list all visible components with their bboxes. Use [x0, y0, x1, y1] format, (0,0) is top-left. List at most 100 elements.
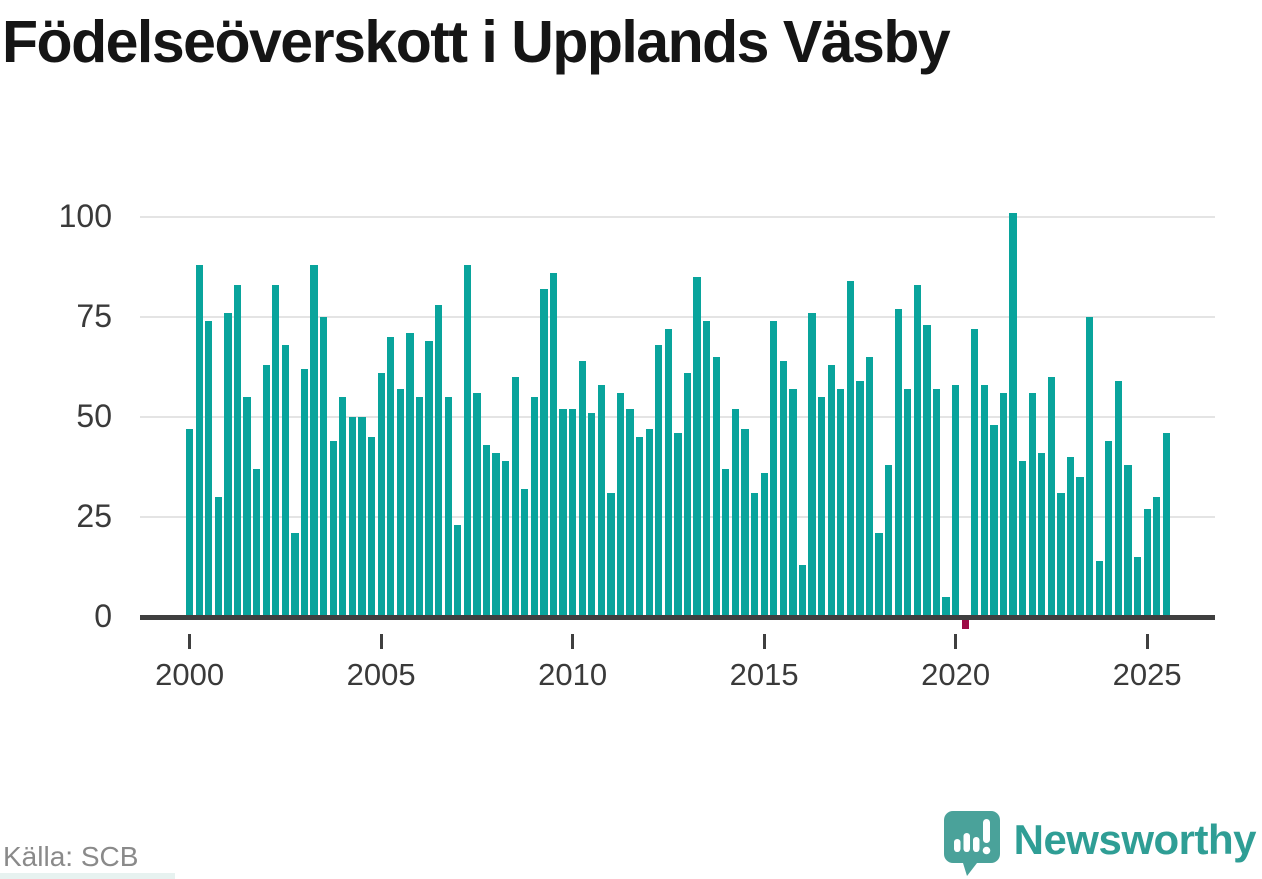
bar-2003-q4 — [329, 441, 337, 617]
bar-2019-q3 — [932, 389, 941, 617]
bar-2017-q4 — [865, 357, 874, 617]
bar-2004-q1 — [339, 397, 347, 617]
bar-2011-q2 — [616, 393, 625, 617]
x-axis-line — [140, 615, 1215, 620]
bar-2025-q2 — [1153, 497, 1161, 617]
bar-2010-q1 — [569, 409, 577, 617]
bar-2020-q2 — [961, 617, 969, 629]
bar-2009-q3 — [549, 273, 558, 617]
bar-2008-q2 — [501, 461, 510, 617]
source-label: Källa: SCB — [3, 841, 139, 872]
bar-2009-q1 — [530, 397, 538, 617]
bar-2005-q3 — [396, 389, 404, 617]
bar-2013-q4 — [712, 357, 720, 617]
bar-2001-q3 — [243, 397, 251, 617]
bar-2025-q3 — [1162, 433, 1170, 617]
bar-2005-q2 — [387, 337, 395, 617]
brand-accent-strip — [0, 873, 175, 879]
bar-2004-q2 — [348, 417, 357, 617]
bar-2001-q2 — [233, 285, 242, 617]
bar-2001-q1 — [224, 313, 232, 617]
bar-2023-q3 — [1086, 317, 1094, 617]
x-tick-2010 — [571, 634, 575, 649]
y-tick-label-100: 100 — [58, 198, 112, 234]
bar-2023-q1 — [1066, 457, 1075, 617]
speech-bubble-bar-chart-icon — [943, 811, 1000, 876]
bar-2016-q2 — [808, 313, 816, 617]
bar-2009-q4 — [559, 409, 567, 617]
bar-2019-q1 — [913, 285, 921, 617]
bar-2010-q3 — [588, 413, 596, 617]
bar-2022-q3 — [1047, 377, 1056, 617]
bar-2009-q2 — [540, 289, 548, 617]
x-tick-label-2005: 2005 — [346, 657, 416, 692]
bar-2017-q3 — [856, 381, 864, 617]
bar-2024-q2 — [1114, 381, 1123, 617]
bar-2002-q1 — [262, 365, 270, 617]
bar-2007-q2 — [463, 265, 471, 617]
bar-2006-q2 — [425, 341, 433, 617]
newsworthy-branding: Newsworthy — [943, 810, 1257, 877]
y-tick-label-25: 25 — [76, 498, 112, 534]
bar-2022-q4 — [1057, 493, 1065, 617]
bar-2025-q1 — [1143, 509, 1151, 617]
bar-2016-q3 — [817, 397, 826, 617]
bar-2000-q2 — [195, 265, 203, 617]
bar-2003-q3 — [320, 317, 328, 617]
bar-2021-q1 — [990, 425, 998, 617]
bar-2022-q2 — [1038, 453, 1046, 617]
bar-2004-q3 — [358, 417, 366, 617]
bar-2014-q2 — [731, 409, 740, 617]
bar-2014-q1 — [722, 469, 730, 617]
bar-2002-q4 — [291, 533, 299, 617]
brand-wordmark: Newsworthy — [1013, 816, 1257, 863]
bar-2018-q4 — [904, 389, 912, 617]
bar-2003-q1 — [300, 369, 309, 617]
bar-2024-q3 — [1124, 465, 1132, 617]
bar-2016-q1 — [798, 565, 807, 617]
bar-2004-q4 — [367, 437, 376, 617]
x-tick-2020 — [954, 634, 958, 649]
bar-2008-q1 — [492, 453, 500, 617]
y-tick-label-50: 50 — [76, 398, 112, 434]
bar-2018-q3 — [894, 309, 902, 617]
bar-2007-q3 — [473, 393, 481, 617]
gridline-100 — [140, 216, 1215, 218]
bar-2019-q2 — [923, 325, 931, 617]
bar-2023-q2 — [1076, 477, 1084, 617]
x-tick-2005 — [379, 634, 383, 649]
bar-2018-q2 — [884, 465, 893, 617]
bar-2006-q4 — [444, 397, 452, 617]
bar-2020-q4 — [980, 385, 989, 617]
bar-2007-q4 — [482, 445, 491, 617]
bar-2021-q2 — [999, 393, 1008, 617]
bar-2005-q4 — [406, 333, 414, 617]
x-tick-label-2015: 2015 — [729, 657, 799, 692]
x-tick-label-2025: 2025 — [1112, 657, 1182, 692]
bar-2024-q4 — [1133, 557, 1142, 617]
bar-2000-q1 — [186, 429, 194, 617]
bar-2000-q4 — [214, 497, 223, 617]
page-title: Födelseöverskott i Upplands Väsby — [2, 9, 951, 75]
bar-2013-q1 — [683, 373, 692, 617]
bar-2008-q4 — [521, 489, 529, 617]
bar-2015-q4 — [789, 389, 797, 617]
bar-2012-q3 — [664, 329, 673, 617]
bar-2006-q3 — [434, 305, 443, 617]
bar-2013-q3 — [703, 321, 711, 617]
x-tick-2025 — [1145, 634, 1149, 649]
bar-2021-q4 — [1019, 461, 1027, 617]
bar-2011-q3 — [626, 409, 634, 617]
y-tick-label-0: 0 — [94, 598, 112, 634]
bar-2015-q1 — [760, 473, 768, 617]
bar-2002-q2 — [272, 285, 280, 617]
bar-2015-q3 — [779, 361, 787, 617]
bar-2016-q4 — [827, 365, 835, 617]
bar-2011-q1 — [607, 493, 615, 617]
gridline-50 — [140, 416, 1215, 418]
bar-2018-q1 — [875, 533, 883, 617]
bar-2020-q3 — [971, 329, 979, 617]
bar-2012-q4 — [674, 433, 682, 617]
bar-2024-q1 — [1105, 441, 1113, 617]
